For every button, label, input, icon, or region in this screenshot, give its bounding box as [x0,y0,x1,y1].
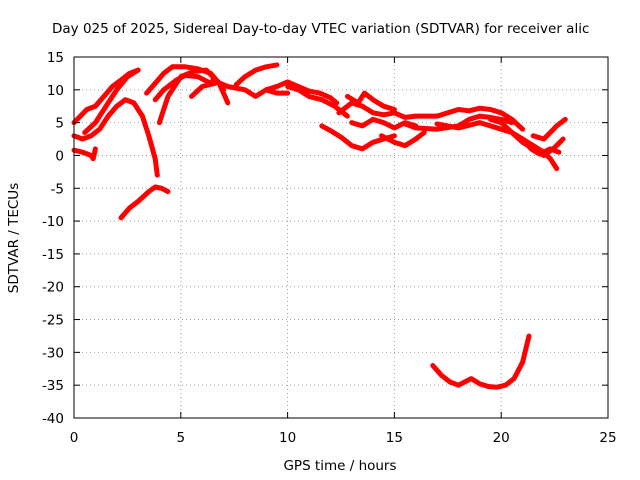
series-line-track-20 [413,105,526,132]
x-tick-label: 15 [386,430,403,446]
x-tick-label: 10 [279,430,296,446]
y-tick-label: -5 [51,181,64,197]
plot-frame [73,56,609,419]
series-line-track-2 [71,97,160,178]
series-line-track-21 [434,120,560,172]
series-line-track-13 [285,84,350,119]
series-line-track-9 [189,80,218,99]
series-line-track-15 [336,100,419,120]
series-line-track-19 [402,113,515,132]
series-line-track-14 [319,123,397,152]
y-tick-label: -20 [42,280,64,296]
x-tick-label: 20 [493,430,510,446]
y-axis-label: SDTVAR / TECUs [6,183,22,293]
series-line-track-3 [71,146,98,162]
series-line-track-16 [344,90,397,112]
y-tick-label: -35 [42,378,64,394]
y-tick-label: -40 [42,411,64,427]
series-line-track-12 [263,79,340,106]
series-layer [71,62,568,390]
series-line-track-5 [118,184,171,221]
y-tick-label: 10 [47,83,64,99]
x-tick-label: 25 [599,430,616,446]
series-line-track-25 [430,333,532,390]
chart-title: Day 025 of 2025, Sidereal Day-to-day VTE… [52,21,589,37]
y-tick-label: 5 [55,116,64,132]
x-tick-label: 0 [70,430,79,446]
series-line-track-23 [530,116,568,142]
series-line-track-11 [233,62,280,88]
series-line-track-24 [520,136,562,157]
y-tick-label: 0 [55,148,64,164]
y-tick-label: -25 [42,313,64,329]
series-line-track-4 [82,67,141,135]
series-line-track-18 [379,130,427,149]
y-tick-label: -15 [42,247,64,263]
x-tick-label: 5 [177,430,186,446]
y-tick-label: -30 [42,345,64,361]
y-tick-label: -10 [42,214,64,230]
ticks-layer: 0 5 10 15 20 25 15 10 5 0 -5 -10 -15 -20 -25 -30 -35 -40 [42,50,617,446]
x-axis-label: GPS time / hours [283,458,396,474]
y-tick-label: 15 [47,50,64,66]
series-line-track-10 [210,77,291,99]
